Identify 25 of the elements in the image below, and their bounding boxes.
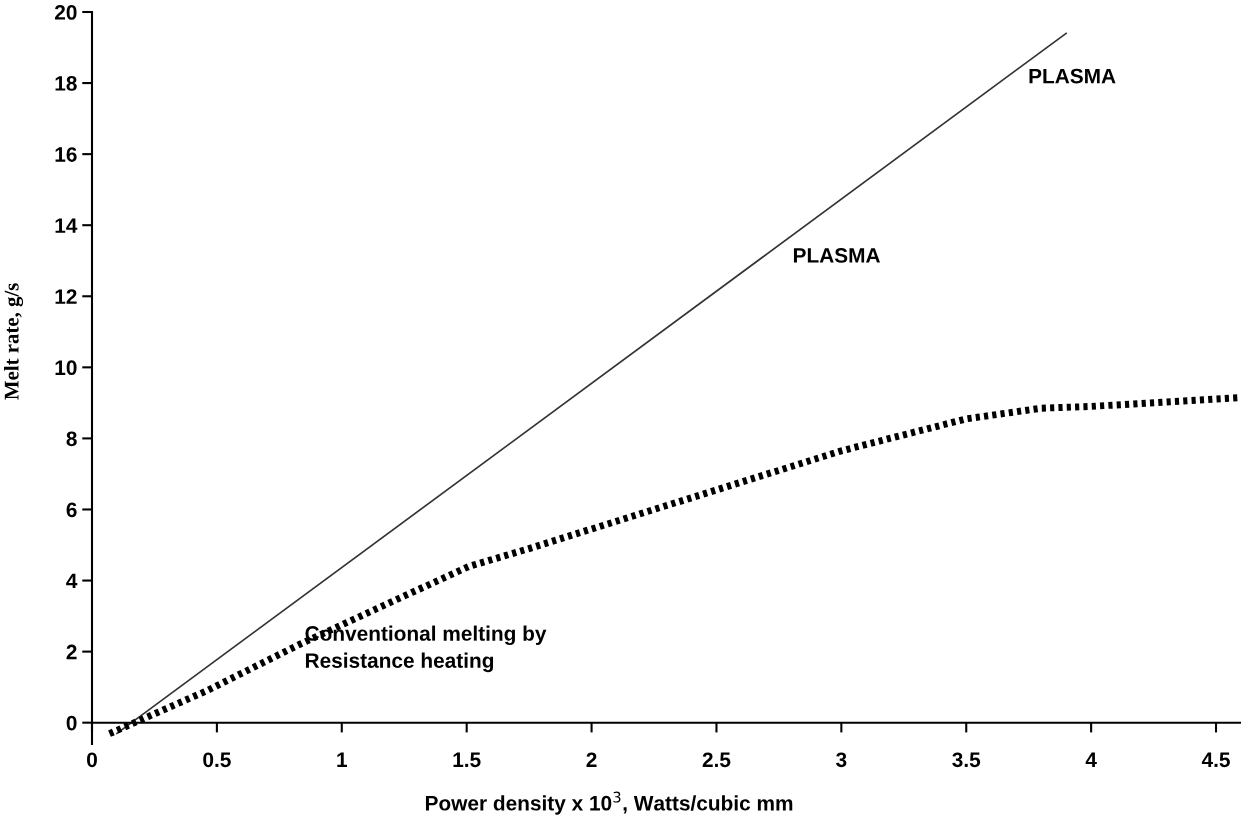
y-tick-label: 20	[54, 5, 77, 20]
annotation: PLASMA	[793, 248, 880, 263]
y-tick-label: 4	[66, 573, 78, 589]
x-axis-title: Power density x 10$^{3}$, Watts/cubic mm	[425, 791, 793, 815]
x-tick-label: 2.5	[702, 752, 731, 768]
x-tick-label: 3	[836, 752, 847, 768]
y-axis-title: Melt rate, g/s	[4, 283, 24, 400]
x-tick-label: 0.5	[203, 752, 231, 768]
y-tick-label: 18	[55, 76, 77, 91]
y-tick-label: 10	[55, 360, 77, 376]
annotation: PLASMA	[1029, 68, 1116, 84]
y-tick-label: 16	[55, 147, 77, 162]
x-tick-label: 0	[87, 752, 97, 768]
x-tick-label: 4	[1085, 752, 1097, 767]
y-tick-label: 8	[66, 431, 77, 447]
x-tick-label: 1	[337, 752, 347, 767]
y-tick-label: 14	[55, 218, 78, 233]
y-tick-label: 6	[66, 502, 77, 518]
x-tick-label: 4.5	[1201, 752, 1230, 768]
x-tick-label: 1.5	[453, 752, 481, 768]
y-tick-label: 0	[66, 715, 77, 731]
y-tick-label: 2	[66, 644, 77, 660]
x-tick-label: 2	[586, 752, 597, 767]
y-tick-label: 12	[55, 289, 77, 304]
x-tick-label: 3.5	[952, 752, 981, 768]
